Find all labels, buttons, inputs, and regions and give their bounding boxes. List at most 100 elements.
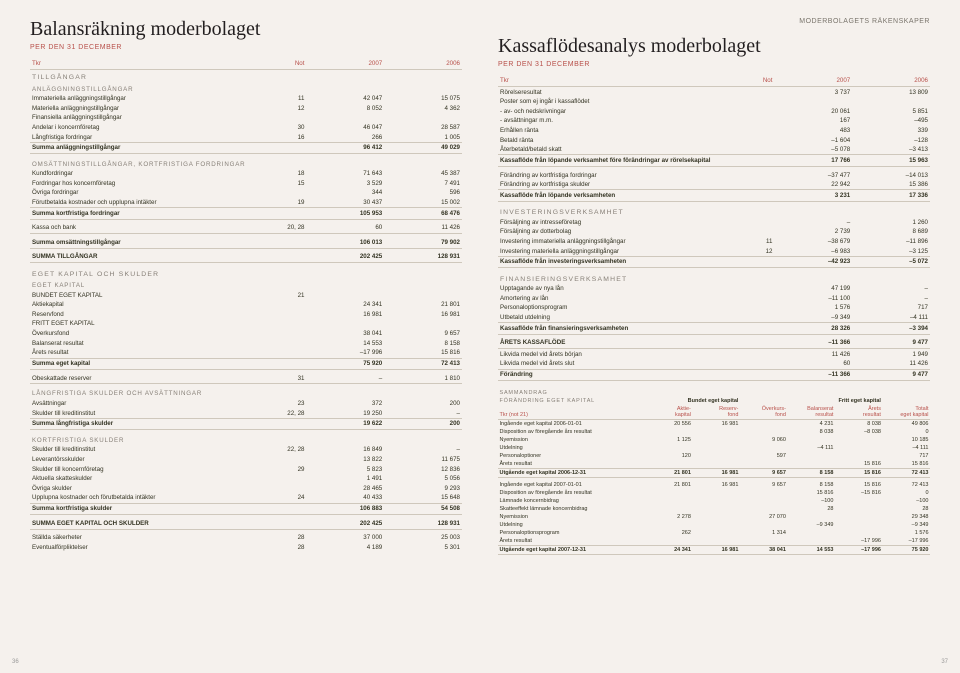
row-value bbox=[731, 170, 774, 180]
row-value: 1 314 bbox=[740, 529, 788, 537]
row-value: –11 896 bbox=[852, 237, 930, 247]
row-value bbox=[731, 284, 774, 294]
row-value bbox=[263, 518, 306, 529]
row-label: Investering materiella anläggningstillgå… bbox=[498, 246, 731, 256]
row-value: 12 836 bbox=[384, 464, 462, 474]
row-value: 22, 28 bbox=[263, 445, 306, 455]
row-label: Leverantörsskulder bbox=[30, 455, 263, 465]
row-value bbox=[645, 497, 693, 505]
row-value: 15 816 bbox=[835, 460, 883, 469]
equity-title2: FÖRÄNDRING EGET KAPITAL bbox=[498, 397, 645, 405]
row-value bbox=[731, 155, 774, 166]
row-value: 21 bbox=[263, 290, 306, 300]
row-value bbox=[731, 97, 774, 107]
row-label: Reservfond bbox=[30, 310, 263, 320]
row-label: Årets resultat bbox=[498, 537, 645, 546]
row-label: BUNDET EGET KAPITAL bbox=[30, 290, 263, 300]
row-label: Summa kortfristiga fordringar bbox=[30, 208, 263, 219]
row-value: – bbox=[774, 218, 852, 228]
row-label: Skulder till koncernföretag bbox=[30, 464, 263, 474]
col-y2: 2006 bbox=[384, 59, 462, 70]
row-value: –17 996 bbox=[835, 537, 883, 546]
row-value: 339 bbox=[852, 126, 930, 136]
row-value: 11 bbox=[731, 237, 774, 247]
row-value bbox=[263, 310, 306, 320]
cashflow-table: Tkr Not 2007 2006 Rörelseresultat3 73713… bbox=[498, 76, 930, 381]
row-value: –6 983 bbox=[774, 246, 852, 256]
row-value: 17 766 bbox=[774, 155, 852, 166]
row-label: Försäljning av intresseföretag bbox=[498, 218, 731, 228]
row-value bbox=[731, 135, 774, 145]
row-label: Långfristiga fordringar bbox=[30, 132, 263, 142]
row-label: Utdelning bbox=[498, 521, 645, 529]
row-value: 11 675 bbox=[384, 455, 462, 465]
cashflow-title: Kassaflödesanalys moderbolaget bbox=[498, 35, 930, 58]
row-value: 5 056 bbox=[384, 474, 462, 484]
row-value: – bbox=[852, 284, 930, 294]
row-label: Eventualförpliktelser bbox=[30, 543, 263, 553]
row-value: 18 bbox=[263, 169, 306, 179]
row-value: 16 bbox=[263, 132, 306, 142]
balance-subhead: PER DEN 31 DECEMBER bbox=[30, 44, 462, 51]
row-value: 28 bbox=[263, 543, 306, 553]
row-value bbox=[740, 497, 788, 505]
row-value: – bbox=[384, 408, 462, 418]
row-value: – bbox=[384, 445, 462, 455]
row-value bbox=[835, 505, 883, 513]
col-y1: 2007 bbox=[306, 59, 384, 70]
row-label: Poster som ej ingår i kassaflödet bbox=[498, 97, 731, 107]
row-value bbox=[306, 290, 384, 300]
row-value: 3 231 bbox=[774, 190, 852, 201]
row-value: 1 005 bbox=[384, 132, 462, 142]
row-label: Nyemission bbox=[498, 513, 645, 521]
row-value: 49 806 bbox=[882, 419, 930, 428]
page-number-left: 36 bbox=[12, 659, 19, 665]
row-value: 9 293 bbox=[384, 483, 462, 493]
row-label: Investering immateriella anläggningstill… bbox=[498, 237, 731, 247]
row-value: 96 412 bbox=[306, 142, 384, 153]
row-value: 28 465 bbox=[306, 483, 384, 493]
row-label: FRITT EGET KAPITAL bbox=[30, 319, 263, 329]
equity-col-header: Överkurs- fond bbox=[740, 405, 788, 420]
row-value bbox=[835, 513, 883, 521]
row-value: 2 278 bbox=[645, 513, 693, 521]
row-label: Summa långfristiga skulder bbox=[30, 418, 263, 429]
row-value: 1 260 bbox=[852, 218, 930, 228]
row-label: Förutbetalda kostnader och upplupna intä… bbox=[30, 198, 263, 208]
row-label: Personaloptioner bbox=[498, 452, 645, 460]
row-label: Övriga skulder bbox=[30, 483, 263, 493]
row-value: 9 657 bbox=[740, 468, 788, 477]
row-label: Utgående eget kapital 2006-12-31 bbox=[498, 468, 645, 477]
row-value: 120 bbox=[645, 452, 693, 460]
row-value bbox=[740, 489, 788, 497]
row-value bbox=[835, 521, 883, 529]
row-value: 200 bbox=[384, 418, 462, 429]
row-value: 29 348 bbox=[882, 513, 930, 521]
row-value: 5 301 bbox=[384, 543, 462, 553]
row-label: Försäljning av dotterbolag bbox=[498, 227, 731, 237]
row-value: 27 070 bbox=[740, 513, 788, 521]
row-label: Årets resultat bbox=[498, 460, 645, 469]
row-label: Utbetald utdelning bbox=[498, 313, 731, 323]
row-label: Skulder till kreditinstitut bbox=[30, 445, 263, 455]
row-label: Personaloptionsprogram bbox=[498, 529, 645, 537]
row-label: Summa kortfristiga skulder bbox=[30, 503, 263, 514]
row-value: 25 003 bbox=[384, 533, 462, 543]
row-value: 483 bbox=[774, 126, 852, 136]
row-value: 15 816 bbox=[882, 460, 930, 469]
row-value bbox=[263, 300, 306, 310]
row-value: 20 556 bbox=[645, 419, 693, 428]
row-value: –11 100 bbox=[774, 294, 852, 304]
row-label: Summa eget kapital bbox=[30, 358, 263, 369]
row-value: 29 bbox=[263, 464, 306, 474]
col-not: Not bbox=[731, 76, 774, 87]
row-value: –4 111 bbox=[882, 444, 930, 452]
row-value: 72 413 bbox=[882, 468, 930, 477]
row-label: Årets resultat bbox=[30, 348, 263, 358]
row-label: Disposition av föregående års resultat bbox=[498, 428, 645, 436]
row-value: 16 981 bbox=[692, 481, 740, 489]
row-value: 202 425 bbox=[306, 518, 384, 529]
row-label: Obeskattade reserver bbox=[30, 373, 263, 383]
row-value: 16 849 bbox=[306, 445, 384, 455]
row-value: – bbox=[306, 373, 384, 383]
